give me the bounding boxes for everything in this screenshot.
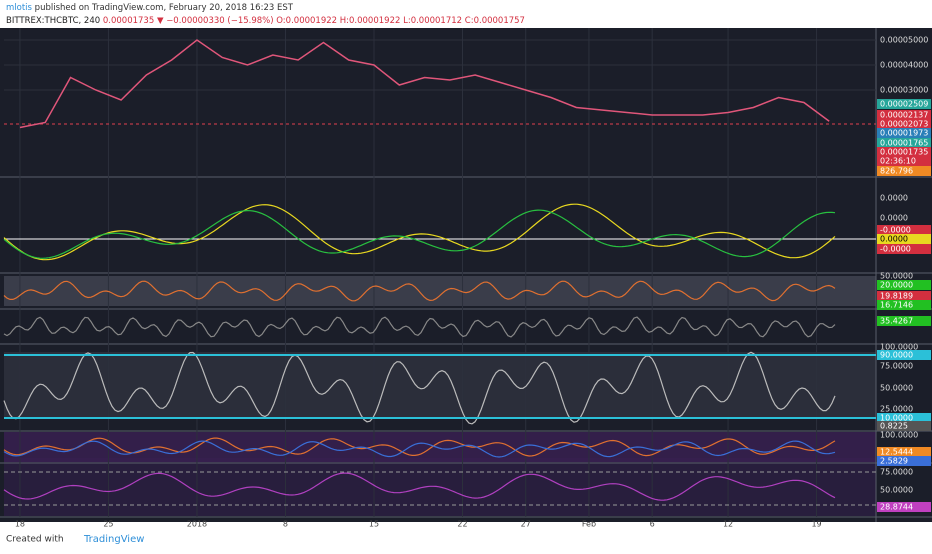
price-tag: 0.00001973 bbox=[880, 129, 928, 138]
price-tag: 826.796 bbox=[880, 167, 913, 176]
price-tag: 0.00001765 bbox=[880, 139, 928, 148]
y-tick-label: 0.00004000 bbox=[880, 61, 928, 70]
x-tick-label: 6 bbox=[650, 520, 655, 529]
indicator-label: 0.0000 bbox=[880, 235, 908, 244]
ohlc: O:0.00001922 bbox=[276, 16, 337, 26]
band bbox=[4, 276, 876, 306]
indicator-label: 75.0000 bbox=[880, 362, 913, 371]
indicator-tag-bg bbox=[877, 291, 931, 301]
x-tick-label: 22 bbox=[457, 520, 467, 529]
indicator-label: 0.0000 bbox=[880, 194, 908, 203]
published: published on TradingView.com, February 2… bbox=[35, 3, 294, 13]
ohlc: H:0.00001922 bbox=[340, 16, 401, 26]
indicator-label: 75.0000 bbox=[880, 468, 913, 477]
x-tick-label: 19 bbox=[811, 520, 821, 529]
price-tag: 0.00001735 bbox=[880, 148, 928, 157]
stoch-rsi bbox=[3, 280, 836, 302]
x-tick-label: 12 bbox=[723, 520, 733, 529]
indicator-tag-bg bbox=[877, 421, 931, 431]
price-tag: 0.00002509 bbox=[880, 100, 928, 109]
indicator-tag-bg bbox=[877, 225, 931, 235]
x-tick-label: 2018 bbox=[187, 520, 207, 529]
indicator-label: 0.8225 bbox=[880, 422, 908, 431]
band bbox=[4, 352, 876, 418]
macd-line bbox=[3, 209, 836, 259]
williams-r bbox=[3, 351, 836, 425]
header-line1: mlotis published on TradingView.com, Feb… bbox=[6, 3, 294, 13]
x-tick-label: 25 bbox=[103, 520, 113, 529]
indicator-tag-bg bbox=[877, 447, 931, 457]
price-tag: 0.00002073 bbox=[880, 120, 928, 129]
header-line2: BITTREX:THCBTC, 240 0.00001735 ▼ −0.0000… bbox=[6, 16, 525, 26]
change: −0.00000330 (−15.98%) bbox=[166, 16, 273, 26]
band bbox=[4, 432, 876, 462]
indicator-label: 90.0000 bbox=[880, 351, 913, 360]
indicator-label: 28.8744 bbox=[880, 503, 913, 512]
indicator-label: -0.0000 bbox=[880, 245, 911, 254]
x-tick-label: 8 bbox=[283, 520, 288, 529]
price-tag-bg bbox=[877, 138, 931, 148]
price-tag-bg bbox=[877, 147, 931, 157]
indicator-tag-bg bbox=[877, 316, 931, 326]
last: 0.00001735 bbox=[103, 16, 154, 26]
indicator-tag-bg bbox=[877, 280, 931, 290]
indicator-label: -0.0000 bbox=[880, 226, 911, 235]
indicator-label: 35.4267 bbox=[880, 317, 913, 326]
indicator-label: 50.0000 bbox=[880, 384, 913, 393]
footer-created: Created with bbox=[6, 535, 64, 545]
footer-brand: TradingView bbox=[83, 534, 144, 545]
indicator-label: 16.7146 bbox=[880, 301, 913, 310]
price-series bbox=[19, 39, 830, 129]
symbol: BITTREX:THCBTC, 240 bbox=[6, 16, 100, 26]
x-tick-label: 15 bbox=[369, 520, 379, 529]
indicator-label: 50.0000 bbox=[880, 272, 913, 281]
price-tag-bg bbox=[877, 110, 931, 120]
indicator-tag-bg bbox=[877, 456, 931, 466]
stoch bbox=[3, 437, 836, 457]
indicator-label: 25.0000 bbox=[880, 405, 913, 414]
x-tick-label: 18 bbox=[15, 520, 25, 529]
price-tag: 0.00002137 bbox=[880, 111, 928, 120]
price-tag: 02:36:10 bbox=[880, 157, 916, 166]
price-tag-bg bbox=[877, 128, 931, 138]
rsi bbox=[3, 472, 836, 501]
ohlc: C:0.00001757 bbox=[465, 16, 525, 26]
indicator-label: 19.8189 bbox=[880, 292, 913, 301]
indicator-label: 100.0000 bbox=[880, 343, 918, 352]
arrow: ▼ bbox=[157, 16, 164, 26]
x-tick-label: 27 bbox=[521, 520, 531, 529]
price-tag-bg bbox=[877, 119, 931, 129]
indicator-label: 20.0000 bbox=[880, 281, 913, 290]
price-tag-bg bbox=[877, 156, 931, 166]
indicator-tag-bg bbox=[877, 244, 931, 254]
y-tick-label: 0.00005000 bbox=[880, 36, 928, 45]
y-tick-label: 0.00003000 bbox=[880, 86, 928, 95]
stoch-d bbox=[3, 440, 836, 458]
indicator-tag-bg bbox=[877, 350, 931, 360]
ohlc: L:0.00001712 bbox=[403, 16, 462, 26]
indicator-label: 0.0000 bbox=[880, 214, 908, 223]
indicator-tag-bg bbox=[877, 234, 931, 244]
price-tag-bg bbox=[877, 166, 931, 176]
indicator-label: 100.0000 bbox=[880, 431, 918, 440]
volume-osc bbox=[3, 316, 836, 338]
indicator-label: 10.0000 bbox=[880, 414, 913, 423]
x-tick-label: Feb bbox=[582, 520, 596, 529]
author: mlotis bbox=[6, 3, 33, 13]
indicator-tag-bg bbox=[877, 502, 931, 512]
indicator-label: 2.5829 bbox=[880, 457, 908, 466]
macd-signal bbox=[3, 203, 836, 261]
price-tag-bg bbox=[877, 99, 931, 109]
indicator-tag-bg bbox=[877, 413, 931, 423]
indicator-tag-bg bbox=[877, 300, 931, 310]
indicator-label: 50.0000 bbox=[880, 486, 913, 495]
indicator-label: 12.5444 bbox=[880, 448, 913, 457]
